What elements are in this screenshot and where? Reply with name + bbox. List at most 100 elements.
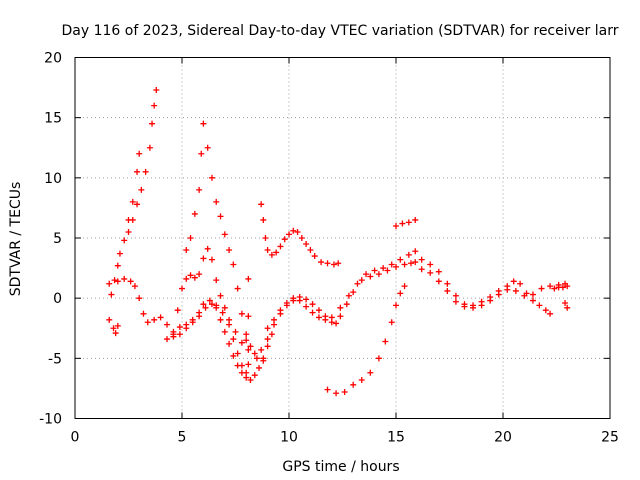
x-tick-label: 5 <box>178 430 187 446</box>
data-series-arc-6 <box>164 301 275 383</box>
data-point <box>324 260 331 267</box>
data-point <box>444 287 451 294</box>
y-tick-label: 10 <box>44 171 62 187</box>
data-point <box>418 256 425 263</box>
data-point <box>219 309 226 316</box>
data-point <box>129 198 136 205</box>
data-point <box>176 324 183 331</box>
data-point <box>517 280 524 287</box>
data-point <box>367 369 374 376</box>
y-axis-label: SDTVAR / TECUs <box>8 182 24 297</box>
data-point <box>470 302 477 309</box>
data-point <box>191 210 198 217</box>
data-point <box>337 313 344 320</box>
data-point <box>196 309 203 316</box>
x-tick-label: 10 <box>280 430 298 446</box>
data-point <box>337 304 344 311</box>
data-point <box>303 241 310 248</box>
data-point <box>131 283 138 290</box>
data-point <box>111 277 118 284</box>
data-point <box>303 296 310 303</box>
data-point <box>281 236 288 243</box>
data-point <box>264 336 271 343</box>
data-point <box>134 168 141 175</box>
data-series-arc-3 <box>106 259 419 357</box>
data-point <box>388 261 395 268</box>
data-point <box>536 302 543 309</box>
data-point <box>238 310 245 317</box>
data-point <box>204 144 211 151</box>
data-point <box>495 287 502 294</box>
data-point <box>298 235 305 241</box>
data-point <box>375 355 382 362</box>
data-point <box>309 309 316 316</box>
data-point <box>196 271 203 278</box>
data-point <box>217 316 224 323</box>
data-point <box>371 267 378 274</box>
data-point <box>230 336 237 343</box>
data-point <box>452 292 459 299</box>
data-point <box>243 331 250 338</box>
data-point <box>260 216 267 223</box>
axis-ticks <box>74 57 611 419</box>
data-point <box>277 243 284 250</box>
data-point <box>328 314 335 321</box>
data-point <box>232 328 239 335</box>
data-point <box>358 376 365 383</box>
data-point <box>264 247 271 254</box>
x-tick-label: 20 <box>494 430 512 446</box>
data-point <box>303 303 310 310</box>
data-point <box>478 298 485 305</box>
data-point <box>343 301 350 308</box>
data-series-arc-11 <box>324 283 408 397</box>
axis-tick-labels: 0 5 10 15 20 25 -10 -5 0 5 10 15 20 <box>39 51 619 446</box>
chart-title: Day 116 of 2023, Sidereal Day-to-day VTE… <box>62 23 619 39</box>
grid-lines <box>75 57 610 419</box>
data-point <box>264 343 271 350</box>
y-tick-label: 15 <box>44 111 62 127</box>
data-point <box>286 231 292 238</box>
data-point <box>196 186 203 193</box>
data-point <box>341 389 348 396</box>
data-series-arc-14 <box>418 266 554 317</box>
data-point <box>564 283 571 290</box>
data-point <box>112 330 119 337</box>
data-point <box>427 261 434 268</box>
data-point <box>213 198 220 205</box>
data-point <box>176 331 183 338</box>
data-point <box>367 273 374 280</box>
data-point <box>251 350 258 357</box>
data-point <box>230 352 237 359</box>
data-point <box>114 322 121 329</box>
data-point <box>380 265 387 272</box>
data-point <box>140 310 147 317</box>
data-series-arc-12 <box>393 216 419 229</box>
data-point <box>217 213 224 220</box>
data-point <box>315 307 322 314</box>
data-point <box>384 267 391 274</box>
data-point <box>418 266 425 273</box>
data-point <box>179 285 185 292</box>
data-series-arc-16 <box>562 299 571 311</box>
data-point <box>200 120 207 127</box>
data-point <box>405 251 412 258</box>
data-point <box>335 260 342 267</box>
data-point <box>106 316 113 323</box>
data-point <box>247 376 254 383</box>
data-point <box>144 319 151 326</box>
data-point <box>191 274 198 281</box>
data-point <box>504 283 511 290</box>
data-point <box>538 285 545 292</box>
data-point <box>245 313 252 320</box>
data-point <box>290 227 297 234</box>
data-point <box>221 328 228 335</box>
data-point <box>258 201 265 208</box>
data-point <box>542 307 549 314</box>
data-point <box>512 287 519 294</box>
data-point <box>547 310 554 317</box>
data-point <box>322 316 329 323</box>
data-point <box>397 290 404 297</box>
data-point <box>200 255 207 262</box>
data-point <box>213 277 220 284</box>
